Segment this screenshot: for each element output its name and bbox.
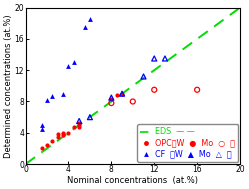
- Point: [61, 134, 65, 137]
- Point: [50, 94, 54, 98]
- Point: [66, 65, 70, 68]
- Point: [45, 98, 49, 101]
- Point: [72, 61, 76, 64]
- Y-axis label: Determined concentrations (at.%): Determined concentrations (at.%): [4, 14, 13, 158]
- Point: [109, 101, 113, 105]
- Legend: EDS  — —, OPC（W  ●  Mo  ○  ）, CF  （W  ▲  Mo  △  ）: EDS — —, OPC（W ● Mo ○ ）, CF （W ▲ Mo △ ）: [137, 124, 238, 162]
- Point: [120, 92, 124, 95]
- Point: [88, 18, 92, 21]
- Point: [141, 75, 145, 78]
- Point: [195, 88, 199, 91]
- Point: [115, 94, 119, 97]
- Point: [56, 135, 60, 138]
- Point: [40, 127, 44, 130]
- Point: [77, 123, 81, 126]
- Point: [120, 92, 124, 95]
- Point: [109, 98, 113, 101]
- Point: [131, 100, 135, 103]
- Point: [40, 147, 44, 150]
- Point: [40, 123, 44, 126]
- Point: [56, 133, 60, 136]
- Point: [61, 92, 65, 95]
- Point: [66, 131, 70, 134]
- Point: [50, 139, 54, 142]
- Point: [152, 88, 156, 91]
- Point: [77, 125, 81, 128]
- Point: [163, 57, 167, 60]
- Point: [88, 116, 92, 119]
- Point: [109, 96, 113, 99]
- Point: [83, 26, 87, 29]
- Point: [45, 143, 49, 146]
- Point: [61, 131, 65, 134]
- Point: [77, 122, 81, 125]
- Point: [152, 57, 156, 60]
- Point: [77, 119, 81, 122]
- X-axis label: Nominal concentrations  (at.%): Nominal concentrations (at.%): [67, 176, 198, 185]
- Point: [72, 125, 76, 128]
